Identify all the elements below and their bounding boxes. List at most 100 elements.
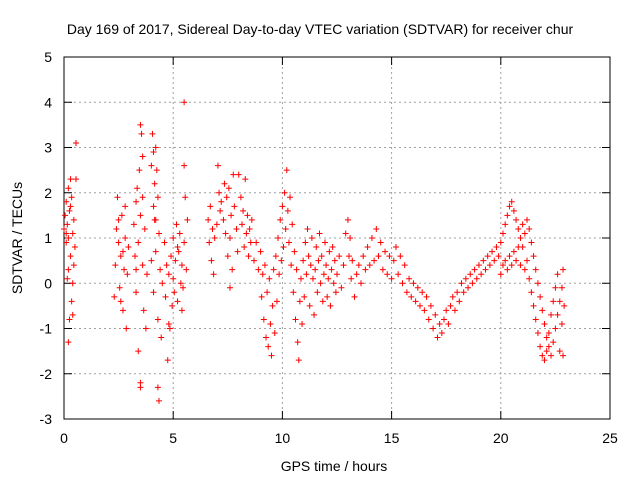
data-point (237, 194, 244, 201)
data-point (152, 144, 159, 151)
data-point (504, 212, 511, 219)
data-point (63, 230, 70, 237)
data-point (181, 99, 188, 106)
data-point (338, 284, 345, 291)
data-point (133, 266, 140, 273)
data-point (506, 253, 513, 260)
data-point (223, 194, 230, 201)
data-point (137, 379, 144, 386)
y-tick-label: 1 (44, 230, 52, 246)
data-point (434, 334, 441, 341)
data-point (61, 225, 67, 232)
data-point (414, 284, 421, 291)
data-point (172, 257, 179, 264)
data-point (471, 266, 478, 273)
data-point (342, 230, 349, 237)
data-point (451, 307, 458, 314)
data-point (150, 289, 157, 296)
data-point (449, 293, 456, 300)
data-point (484, 253, 491, 260)
data-point (118, 212, 125, 219)
data-point (301, 293, 308, 300)
data-point (65, 339, 72, 346)
data-point (325, 275, 332, 282)
data-point (69, 280, 76, 287)
data-point (170, 275, 177, 282)
data-point (556, 298, 563, 305)
data-point (328, 266, 335, 273)
data-point (348, 275, 355, 282)
data-point (499, 262, 506, 269)
data-point (510, 248, 517, 255)
data-point (317, 280, 324, 287)
data-point (510, 207, 517, 214)
data-point (375, 253, 382, 260)
data-point (545, 330, 552, 337)
data-point (184, 216, 191, 223)
data-point (114, 194, 121, 201)
data-point (130, 221, 137, 228)
data-point (502, 221, 509, 228)
data-point (515, 225, 522, 232)
y-tick-label: 4 (44, 94, 52, 110)
data-point (358, 280, 365, 287)
data-point (261, 262, 268, 269)
data-point (314, 289, 321, 296)
data-point (304, 225, 311, 232)
data-point (161, 239, 168, 246)
data-point (558, 320, 565, 327)
data-point (253, 239, 260, 246)
data-point (241, 244, 248, 251)
data-point (371, 257, 378, 264)
data-point (320, 271, 327, 278)
data-point (258, 293, 265, 300)
data-point (319, 298, 326, 305)
data-point (111, 293, 118, 300)
data-point (416, 302, 423, 309)
data-point (267, 320, 274, 327)
data-point (441, 316, 448, 323)
data-point (70, 216, 77, 223)
data-point (154, 194, 161, 201)
data-point (137, 212, 144, 219)
data-point (524, 216, 531, 223)
data-point (528, 289, 535, 296)
data-point (532, 266, 539, 273)
data-point (141, 225, 148, 232)
data-point (69, 230, 76, 237)
data-point (530, 302, 537, 309)
data-point (423, 293, 430, 300)
data-point (122, 203, 129, 210)
data-point (269, 302, 276, 309)
data-point (323, 262, 330, 269)
data-point (537, 343, 544, 350)
data-point (397, 253, 404, 260)
data-point (124, 271, 131, 278)
data-point (245, 253, 252, 260)
data-point (364, 244, 371, 251)
data-point (125, 244, 132, 251)
data-point (521, 230, 528, 237)
data-point (263, 334, 270, 341)
data-point (447, 302, 454, 309)
data-point (456, 298, 463, 305)
data-point (513, 257, 520, 264)
data-point (491, 257, 498, 264)
data-point (153, 167, 160, 174)
data-point (519, 221, 526, 228)
data-point (117, 253, 124, 260)
data-point (209, 225, 216, 232)
data-point (311, 311, 318, 318)
x-tick-label: 25 (602, 430, 618, 446)
data-point (427, 302, 434, 309)
y-tick-label: -2 (40, 366, 53, 382)
data-point (71, 244, 78, 251)
data-point (526, 275, 533, 282)
data-point (177, 280, 184, 287)
data-point (556, 348, 563, 355)
data-point (332, 289, 339, 296)
data-point (395, 271, 402, 278)
data-point (408, 293, 415, 300)
data-point (152, 248, 159, 255)
data-point (181, 162, 188, 169)
